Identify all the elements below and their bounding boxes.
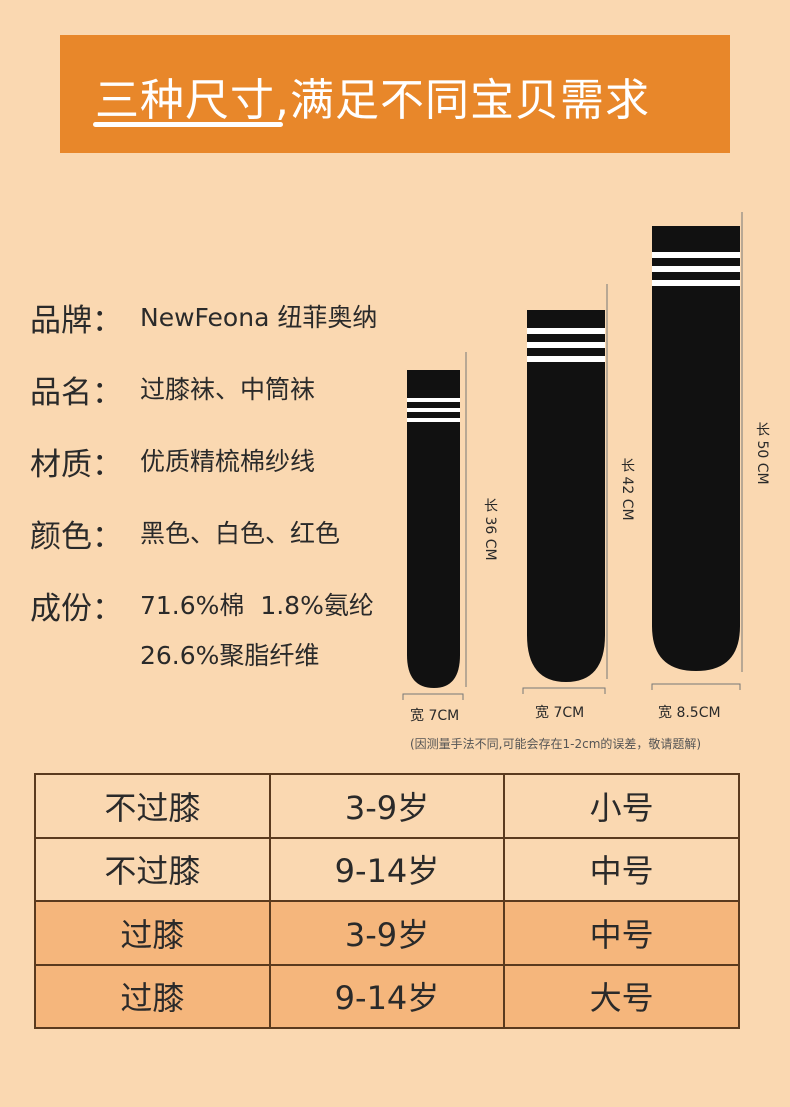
spec-value: 71.6%棉 1.8%氨纶	[140, 591, 374, 620]
length-label: 长 36 CM	[482, 498, 498, 561]
spec-label: 品名：	[30, 375, 123, 411]
length-label: 长 50 CM	[754, 422, 770, 485]
table-row: 不过膝 9-14岁 中号	[34, 836, 740, 902]
size-table: 不过膝 3-9岁 小号 不过膝 9-14岁 中号 过膝 3-9岁 中号 过膝 9-14岁 大号	[34, 773, 740, 1029]
table-row: 过膝 3-9岁 中号	[34, 900, 740, 966]
socks	[402, 212, 743, 700]
banner	[60, 35, 730, 153]
table-cell: 小号	[503, 773, 740, 839]
underline	[93, 122, 283, 127]
spec-label: 材质：	[30, 447, 123, 483]
table-cell: 中号	[503, 836, 740, 902]
table-cell: 过膝	[34, 900, 271, 966]
spec-label: 颜色：	[30, 519, 123, 555]
banner-title: 三种尺寸,满足不同宝贝需求	[95, 75, 650, 126]
table-cell: 9-14岁	[268, 963, 506, 1029]
spec-label: 成份：	[30, 591, 123, 627]
table-cell: 大号	[503, 963, 740, 1029]
note: (因测量手法不同,可能会存在1-2cm的误差，敬请题解)	[410, 737, 702, 751]
spec-value: 黑色、白色、红色	[140, 519, 341, 548]
spec-value: 优质精梳棉纱线	[140, 447, 316, 476]
table-cell: 3-9岁	[268, 773, 506, 839]
table-row: 不过膝 3-9岁 小号	[34, 773, 740, 839]
length-label: 长 42 CM	[619, 458, 635, 521]
width-label: 宽 8.5CM	[658, 705, 721, 721]
table-cell: 9-14岁	[268, 836, 506, 902]
width-label: 宽 7CM	[535, 705, 585, 721]
spec-value: 26.6%聚脂纤维	[140, 641, 320, 670]
table-cell: 3-9岁	[268, 900, 506, 966]
spec-value: 过膝袜、中筒袜	[140, 375, 316, 404]
table-cell: 过膝	[34, 963, 271, 1029]
table-cell: 不过膝	[34, 773, 271, 839]
table-cell: 不过膝	[34, 836, 271, 902]
table-cell: 中号	[503, 900, 740, 966]
spec-label: 品牌：	[30, 303, 123, 339]
sock-stripes	[407, 252, 740, 422]
width-label: 宽 7CM	[410, 708, 460, 724]
dimension-lines	[402, 212, 743, 700]
spec-value: NewFeona 纽菲奥纳	[140, 303, 378, 332]
sock-shapes	[407, 226, 740, 688]
table-row: 过膝 9-14岁 大号	[34, 963, 740, 1029]
